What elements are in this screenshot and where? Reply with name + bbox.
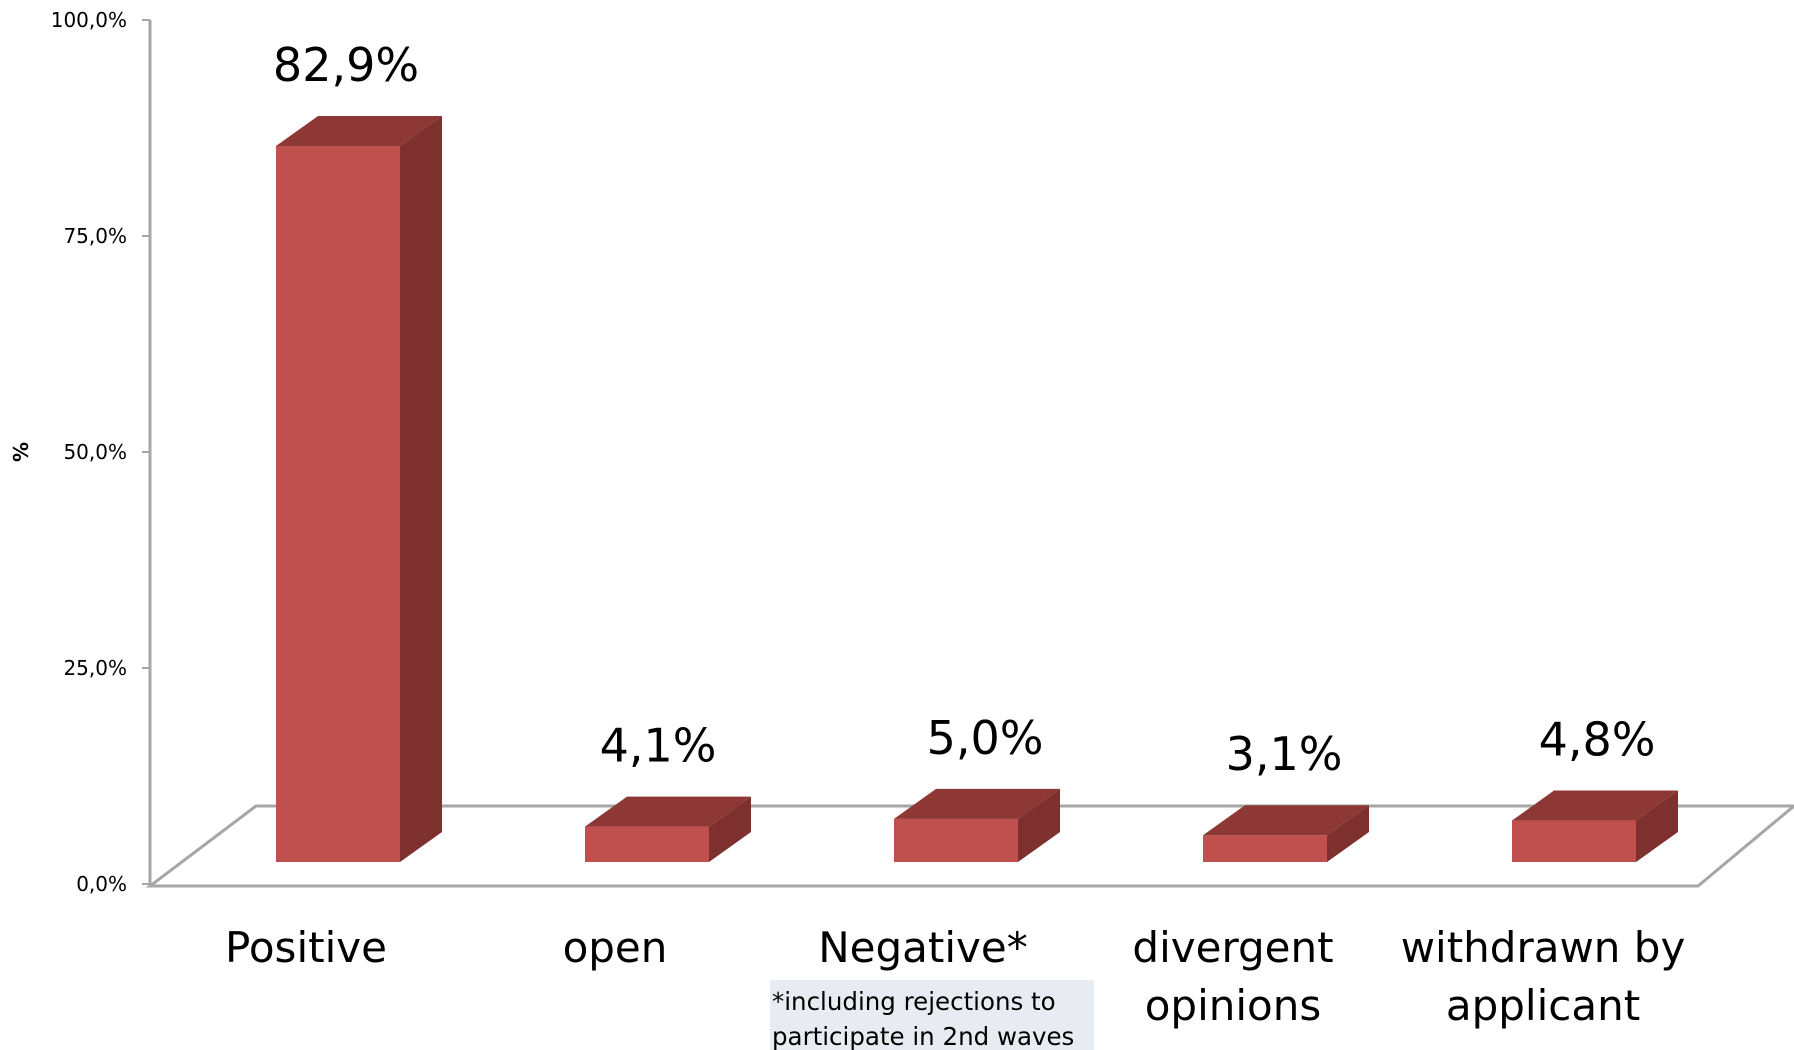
floor-outline bbox=[145, 804, 1794, 888]
value-label: 4,8% bbox=[1539, 713, 1656, 767]
bar bbox=[585, 796, 751, 862]
footnote-line-2: participate in 2nd waves bbox=[772, 1022, 1075, 1050]
bar-side bbox=[1636, 790, 1678, 862]
value-label: 5,0% bbox=[927, 711, 1044, 765]
bar-side bbox=[1327, 805, 1369, 862]
bar-side bbox=[400, 116, 442, 862]
y-tick-label: 100,0% bbox=[51, 8, 127, 32]
value-label: 3,1% bbox=[1226, 727, 1343, 781]
category-label: open bbox=[563, 923, 668, 972]
y-tick-label: 25,0% bbox=[63, 656, 127, 680]
category-label: Positive bbox=[225, 923, 387, 972]
value-label: 4,1% bbox=[600, 719, 717, 773]
bar-top bbox=[894, 788, 1060, 819]
footnote-line-1: *including rejections to bbox=[772, 987, 1056, 1016]
bar-front bbox=[276, 146, 400, 862]
bar-front bbox=[1203, 835, 1327, 862]
footnote: *including rejections to participate in … bbox=[770, 980, 1094, 1050]
bar-top bbox=[1203, 805, 1369, 836]
bar bbox=[1512, 790, 1678, 862]
bar-top bbox=[276, 116, 442, 146]
value-label: 82,9% bbox=[273, 38, 419, 92]
bar-top bbox=[1512, 790, 1678, 821]
category-label: divergent opinions bbox=[1132, 923, 1333, 1030]
category-label: Negative* bbox=[818, 923, 1028, 972]
bar-top bbox=[585, 796, 751, 827]
bars bbox=[276, 116, 1678, 862]
y-axis: 0,0% 25,0% 50,0% 75,0% 100,0%% bbox=[9, 8, 152, 896]
y-tick-label: 75,0% bbox=[63, 224, 127, 248]
bar-front bbox=[585, 826, 709, 862]
bar bbox=[894, 788, 1060, 862]
bar bbox=[276, 116, 442, 862]
chart-floor bbox=[145, 804, 1794, 888]
y-axis-label: % bbox=[9, 442, 33, 462]
labels: 82,9% 4,1% 5,0% 3,1% 4,8% Positive open Negativ… bbox=[225, 38, 1685, 1030]
category-label: withdrawn by applicant bbox=[1401, 923, 1686, 1030]
bar-front bbox=[1512, 820, 1636, 862]
bar-side bbox=[1018, 788, 1060, 862]
bar-front bbox=[894, 818, 1018, 862]
y-tick-label: 0,0% bbox=[76, 872, 127, 896]
bar bbox=[1203, 805, 1369, 862]
y-tick-label: 50,0% bbox=[63, 440, 127, 464]
bar-side bbox=[709, 796, 751, 862]
